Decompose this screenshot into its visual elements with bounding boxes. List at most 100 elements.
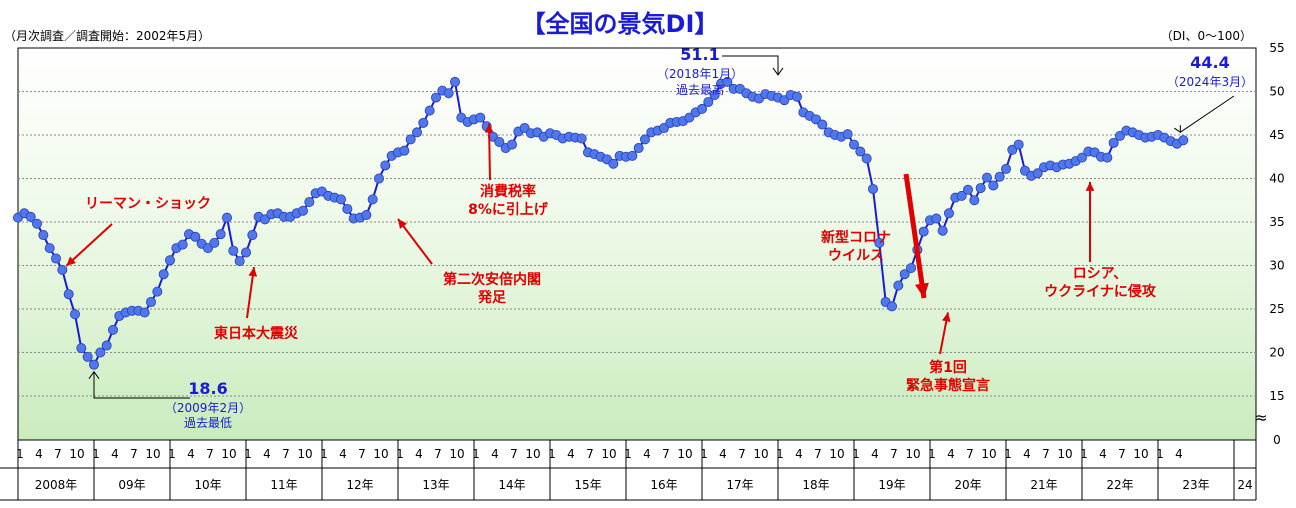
month-tick-label: 1 xyxy=(1080,447,1088,461)
year-label: 11年 xyxy=(270,478,297,492)
data-point xyxy=(361,210,372,221)
data-point xyxy=(1001,163,1012,174)
data-point xyxy=(443,88,454,99)
data-point xyxy=(101,340,112,351)
data-point xyxy=(297,205,308,216)
data-point xyxy=(855,146,866,157)
event-arrow-head xyxy=(398,219,407,229)
month-tick-label: 4 xyxy=(795,447,803,461)
month-tick-label: 1 xyxy=(776,447,784,461)
year-label: 09年 xyxy=(118,478,145,492)
data-point xyxy=(95,347,106,358)
data-point xyxy=(70,309,81,320)
y-tick-label: 15 xyxy=(1269,389,1284,403)
y-tick-label: 45 xyxy=(1269,128,1284,142)
high-leader xyxy=(722,55,779,75)
event-arrow xyxy=(397,218,433,265)
data-point xyxy=(367,194,378,205)
unit-label: （DI、0～100） xyxy=(1161,29,1252,43)
data-point xyxy=(994,171,1005,182)
month-tick-label: 4 xyxy=(263,447,271,461)
data-point xyxy=(215,229,226,240)
event-label: 緊急事態宣言 xyxy=(906,377,990,394)
data-point xyxy=(627,150,638,161)
month-tick-label: 10 xyxy=(905,447,920,461)
month-tick-label: 4 xyxy=(187,447,195,461)
data-point xyxy=(89,359,100,370)
month-tick-label: 1 xyxy=(852,447,860,461)
data-point xyxy=(963,184,974,195)
data-point xyxy=(988,180,999,191)
data-point xyxy=(1108,137,1119,148)
data-point xyxy=(25,211,36,222)
data-point xyxy=(228,245,239,256)
month-tick-label: 1 xyxy=(700,447,708,461)
data-point xyxy=(1032,168,1043,179)
low-caption: 過去最低 xyxy=(184,416,232,430)
month-tick-label: 7 xyxy=(890,447,898,461)
month-tick-label: 7 xyxy=(966,447,974,461)
low-value: 18.6 xyxy=(188,379,227,398)
data-point xyxy=(335,194,346,205)
month-tick-label: 1 xyxy=(624,447,632,461)
data-point xyxy=(633,143,644,154)
month-tick-label: 10 xyxy=(297,447,312,461)
data-point xyxy=(703,96,714,107)
chart-subtitle: （月次調査／調査開始：2002年5月） xyxy=(4,29,210,43)
month-tick-label: 1 xyxy=(320,447,328,461)
month-tick-label: 10 xyxy=(677,447,692,461)
data-point xyxy=(247,230,258,241)
y-tick-label: 35 xyxy=(1269,215,1284,229)
data-point xyxy=(145,297,156,308)
data-point xyxy=(944,208,955,219)
event-arrow-head xyxy=(1085,181,1095,191)
event-arrow-head xyxy=(484,123,494,133)
month-tick-label: 10 xyxy=(221,447,236,461)
y-axis: 0 15 20 25 30 35 40 45 50 55 ≈ xyxy=(1254,41,1284,447)
month-tick-label: 7 xyxy=(586,447,594,461)
year-label: 24 xyxy=(1237,478,1252,492)
data-point xyxy=(576,133,587,144)
data-point xyxy=(868,183,879,194)
data-point xyxy=(380,160,391,171)
event-arrow xyxy=(488,123,491,181)
data-point xyxy=(969,195,980,206)
data-point xyxy=(1178,135,1189,146)
month-tick-label: 1 xyxy=(168,447,176,461)
data-point xyxy=(63,289,74,300)
event-label: 東日本大震災 xyxy=(214,325,299,342)
data-point xyxy=(931,213,942,224)
data-point xyxy=(32,218,43,229)
month-tick-label: 7 xyxy=(1042,447,1050,461)
data-point xyxy=(44,243,55,254)
data-point xyxy=(234,256,245,267)
month-tick-label: 1 xyxy=(472,447,480,461)
data-point xyxy=(76,343,87,354)
data-point xyxy=(418,117,429,128)
data-point xyxy=(209,237,220,248)
month-tick-label: 7 xyxy=(54,447,62,461)
event-label: 新型コロナ xyxy=(821,229,891,246)
month-tick-label: 4 xyxy=(1175,447,1183,461)
data-point xyxy=(38,230,49,241)
low-date: （2009年2月） xyxy=(165,401,251,415)
month-tick-label: 7 xyxy=(282,447,290,461)
data-point xyxy=(405,134,416,145)
data-point xyxy=(937,225,948,236)
event-arrow-head xyxy=(248,267,258,277)
data-point xyxy=(975,183,986,194)
data-point xyxy=(430,92,441,103)
year-label: 23年 xyxy=(1182,478,1209,492)
year-label: 20年 xyxy=(954,478,981,492)
data-point xyxy=(494,136,505,147)
plot-area xyxy=(17,47,1257,441)
month-tick-label: 4 xyxy=(339,447,347,461)
month-tick-label: 7 xyxy=(1118,447,1126,461)
month-tick-label: 4 xyxy=(1099,447,1107,461)
y-tick-label: 30 xyxy=(1269,259,1284,273)
month-tick-label: 10 xyxy=(1133,447,1148,461)
data-point xyxy=(108,324,119,335)
data-point xyxy=(874,237,885,248)
